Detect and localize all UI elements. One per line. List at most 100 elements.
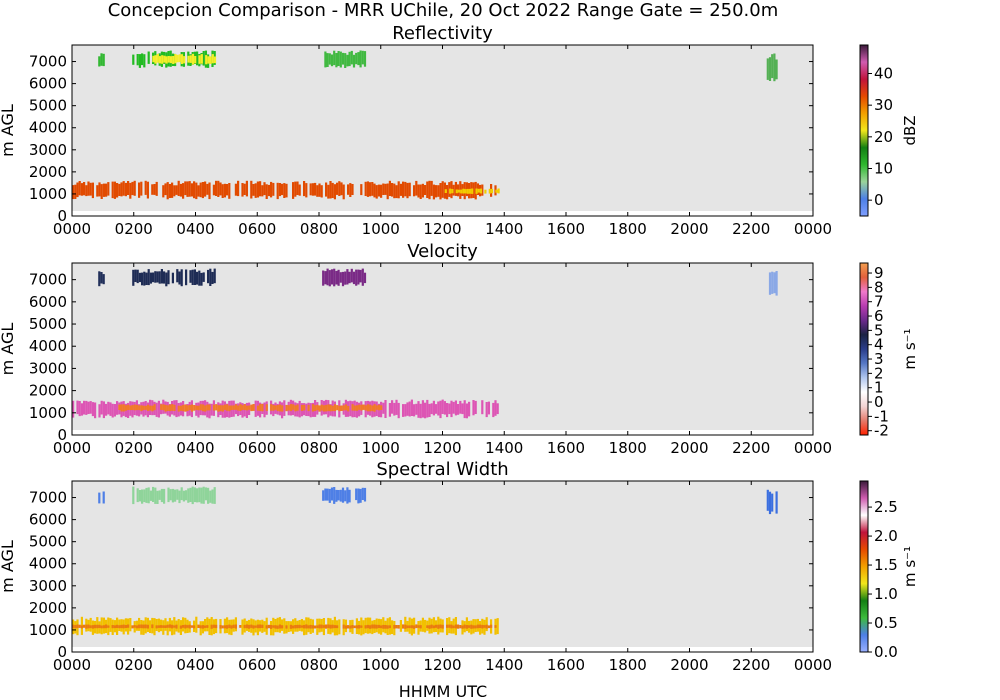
echo-stripe [483,625,486,628]
echo-stripe [278,404,282,412]
colorbar-tick-label: 1.5 [874,556,898,574]
echo-stripe [406,402,409,416]
echo-stripe [341,52,345,65]
echo-stripe [426,399,429,418]
echo-stripe [195,182,198,200]
echo-stripe [369,404,372,412]
echo-stripe [360,625,363,628]
echo-stripe [118,625,121,629]
echo-stripe [479,624,482,628]
echo-stripe [152,272,155,283]
echo-stripe [212,624,215,628]
echo-stripe [261,403,264,412]
echo-stripe [94,624,97,629]
echo-stripe [325,404,328,412]
echo-stripe [358,404,361,410]
echo-stripe [149,490,152,501]
x-tick-label: 2000 [670,220,708,238]
echo-stripe [437,624,440,629]
y-tick-label: 2000 [29,163,67,181]
echo-stripe [219,182,222,196]
echo-stripe [176,489,179,500]
echo-stripe [78,401,81,417]
echo-stripe [339,272,342,283]
echo-stripe [190,404,194,412]
echo-stripe [479,188,483,194]
echo-stripe [250,624,253,628]
echo-stripe [151,184,154,195]
colorbar-tick-label: 7 [874,293,884,311]
echo-stripe [263,182,266,196]
echo-stripe [193,269,196,285]
x-tick-label: 2000 [670,439,708,457]
echo-stripe [179,405,183,411]
y-tick-label: 6000 [29,293,67,311]
y-tick-label: 6000 [29,511,67,529]
echo-stripe [178,54,181,63]
echo-stripe [432,400,435,416]
echo-stripe [450,624,453,629]
echo-stripe [355,52,358,65]
echo-stripe [234,617,237,632]
echo-stripe [223,625,226,629]
echo-stripe [393,624,396,629]
x-tick-label: 0800 [300,220,338,238]
echo-stripe [432,625,435,629]
echo-stripe [98,56,101,67]
echo-stripe [169,56,173,64]
echo-stripe [314,405,317,411]
echo-stripe [208,182,211,200]
echo-stripe [462,188,465,194]
echo-stripe [161,55,164,64]
echo-stripe [204,181,207,197]
echo-stripe [283,618,286,634]
echo-stripe [228,405,231,412]
figure-suptitle: Concepcion Comparison - MRR UChile, 20 O… [108,0,779,21]
echo-stripe [320,185,323,198]
echo-stripe [116,183,119,198]
echo-stripe [347,625,350,629]
echo-stripe [165,56,168,64]
echo-stripe [494,625,497,628]
echo-stripe [188,624,191,629]
echo-stripe [768,57,772,81]
echo-stripe [154,271,157,283]
echo-stripe [446,624,449,628]
echo-stripe [497,188,500,194]
echo-stripe [320,624,323,629]
echo-stripe [174,489,177,502]
echo-stripe [380,625,383,629]
echo-stripe [102,274,105,285]
echo-stripe [773,272,776,294]
echo-stripe [76,400,79,415]
colorbar [859,262,869,436]
echo-stripe [481,400,484,415]
echo-stripe [413,185,416,197]
x-tick-label: 0400 [176,220,214,238]
echo-stripe [272,405,275,411]
echo-stripe [234,624,237,629]
echo-stripe [178,271,181,285]
echo-stripe [481,184,484,196]
echo-stripe [151,405,154,412]
x-tick-label: 0200 [115,656,153,674]
echo-stripe [265,184,268,199]
echo-stripe [355,405,359,411]
echo-stripe [133,404,136,411]
echo-stripe [193,405,196,411]
echo-stripe [303,404,306,411]
echo-stripe [245,180,248,197]
echo-region [322,487,367,504]
echo-stripe [311,183,314,196]
echo-stripe [386,625,389,629]
echo-stripe [393,402,396,416]
echo-stripe [419,184,422,199]
echo-stripe [329,404,332,412]
echo-stripe [197,624,200,628]
echo-stripe [335,489,338,502]
echo-stripe [359,50,362,68]
echo-stripe [188,405,191,411]
echo-stripe [89,625,92,629]
x-tick-label: 1200 [423,220,461,238]
echo-region [444,188,500,194]
